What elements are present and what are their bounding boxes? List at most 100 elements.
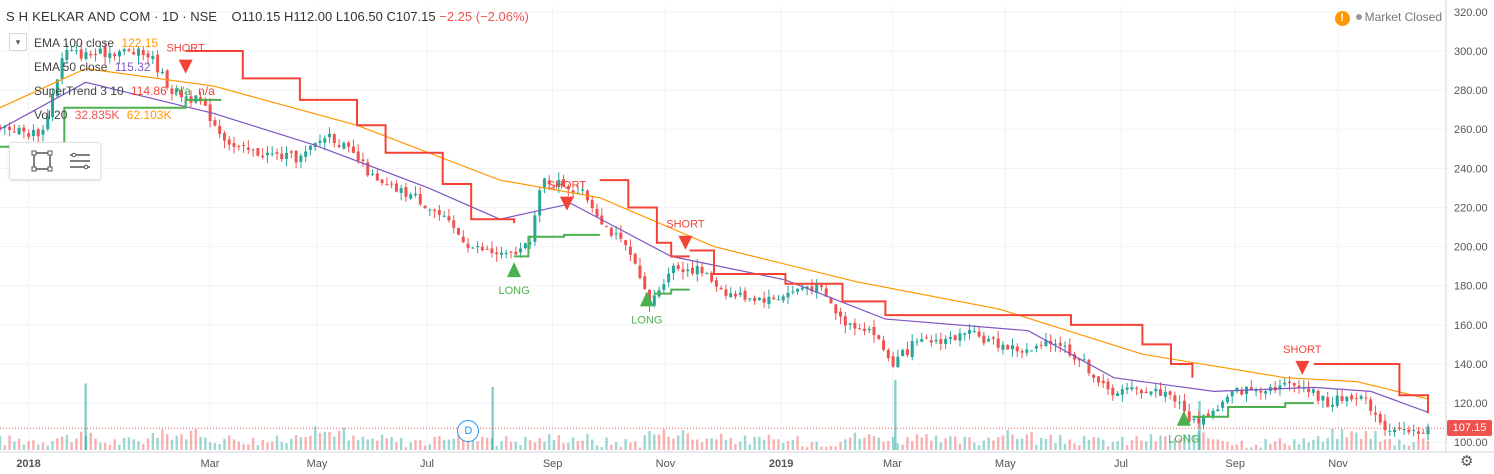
volume-bar	[700, 442, 704, 450]
candle-body	[710, 272, 714, 282]
dividend-badge[interactable]: D	[457, 420, 480, 442]
indicator-legend: EMA 100 close 122.15 EMA 50 close 115.32…	[10, 31, 219, 127]
candle-body	[103, 46, 107, 57]
candle-body	[968, 330, 972, 334]
volume-bar	[485, 437, 489, 450]
candle-body	[366, 162, 370, 176]
volume-bar	[543, 441, 546, 450]
supertrend-segment	[689, 249, 1194, 378]
volume-bar	[691, 439, 694, 450]
volume-bar	[1006, 430, 1009, 450]
candle-body	[1020, 351, 1024, 353]
candle-body	[1053, 343, 1057, 345]
volume-bar	[151, 433, 155, 450]
volume-bar	[1288, 445, 1291, 450]
volume-bar	[1145, 441, 1148, 450]
legend-ema100[interactable]: EMA 100 close 122.15	[10, 31, 219, 55]
volume-bar	[89, 432, 92, 450]
volume-bar	[595, 445, 599, 450]
volume-bar	[256, 445, 260, 450]
candle-body	[872, 327, 876, 336]
volume-bar	[280, 441, 283, 450]
candle-body	[308, 145, 312, 150]
candle-body	[347, 142, 351, 147]
volume-bar	[1379, 441, 1382, 450]
candle-body	[1216, 409, 1220, 412]
volume-bar	[122, 438, 126, 450]
volume-bar	[476, 441, 479, 450]
last-price-tag: 107.15	[1447, 420, 1492, 437]
volume-bar	[844, 439, 847, 450]
candle-body	[925, 337, 929, 339]
candle-body	[1135, 387, 1139, 389]
volume-bar	[977, 445, 981, 450]
volume-bar	[953, 436, 957, 450]
ema100-value: 122.15	[121, 36, 159, 50]
legend-ema50[interactable]: EMA 50 close 115.32	[10, 55, 219, 79]
candle-body	[122, 49, 126, 52]
candle-body	[557, 179, 561, 187]
volume-bar	[218, 444, 221, 450]
square-select-icon[interactable]	[30, 149, 54, 173]
volume-bar	[1359, 439, 1363, 450]
list-lines-icon[interactable]	[68, 149, 92, 173]
candle-body	[1230, 391, 1234, 397]
candle-body	[471, 247, 475, 249]
volume-bar	[657, 434, 661, 450]
candle-body	[743, 290, 747, 300]
candle-body	[466, 243, 470, 248]
gear-icon[interactable]: ⚙	[1460, 453, 1474, 470]
volume-bar	[8, 435, 11, 450]
volume-bar	[872, 435, 876, 450]
ema100-line	[0, 67, 1429, 400]
volume-bar	[175, 435, 178, 450]
market-status[interactable]: ! Market Closed	[1334, 10, 1442, 26]
volume-bar	[1092, 436, 1095, 450]
candle-body	[1421, 432, 1425, 434]
volume-bar	[939, 442, 943, 450]
legend-collapse-button[interactable]: ▾	[9, 33, 27, 51]
volume-bar	[189, 430, 193, 450]
candle-body	[294, 150, 298, 163]
volume-bar	[1168, 441, 1172, 450]
volume-bar	[1302, 438, 1306, 450]
volume-bar	[1388, 438, 1391, 450]
candle-body	[1025, 349, 1029, 353]
long-signal-label: LONG	[631, 314, 662, 326]
volume-bar	[65, 434, 69, 450]
volume-bar	[438, 436, 441, 450]
volume-bar	[1192, 435, 1196, 450]
volume-bar	[1331, 428, 1334, 450]
candle-body	[891, 356, 895, 367]
volume-bar	[1198, 401, 1201, 450]
volume-bar	[1097, 437, 1100, 450]
short-signal-label: SHORT	[1283, 344, 1322, 356]
candle-body	[1120, 389, 1124, 395]
volume-bar	[1183, 434, 1186, 450]
interval-label[interactable]: 1D	[162, 9, 179, 24]
y-tick-label: 220.00	[1454, 202, 1488, 214]
volume-bar	[1173, 438, 1177, 450]
legend-supertrend[interactable]: SuperTrend 3 10 114.86 n/a n/a	[10, 79, 219, 103]
candle-body	[691, 267, 695, 274]
volume-bar	[576, 441, 580, 450]
candle-body	[251, 149, 255, 151]
candle-body	[256, 148, 260, 156]
volume-bar	[1355, 432, 1358, 450]
candle-body	[1359, 396, 1363, 399]
volume-bar	[0, 435, 2, 450]
volume-bar	[1254, 444, 1258, 450]
volume-bar	[242, 444, 245, 450]
change-value: −2.25 (−2.06%)	[439, 9, 529, 24]
candle-body	[285, 152, 289, 159]
legend-volume[interactable]: Vol 20 32.835K 62.103K	[10, 103, 219, 127]
candle-body	[447, 216, 451, 221]
candle-body	[270, 153, 274, 155]
candle-body	[1154, 388, 1158, 392]
candle-body	[265, 152, 269, 156]
volume-bar	[1125, 445, 1129, 450]
y-tick-label: 180.00	[1454, 281, 1488, 293]
volume-bar	[495, 445, 498, 450]
